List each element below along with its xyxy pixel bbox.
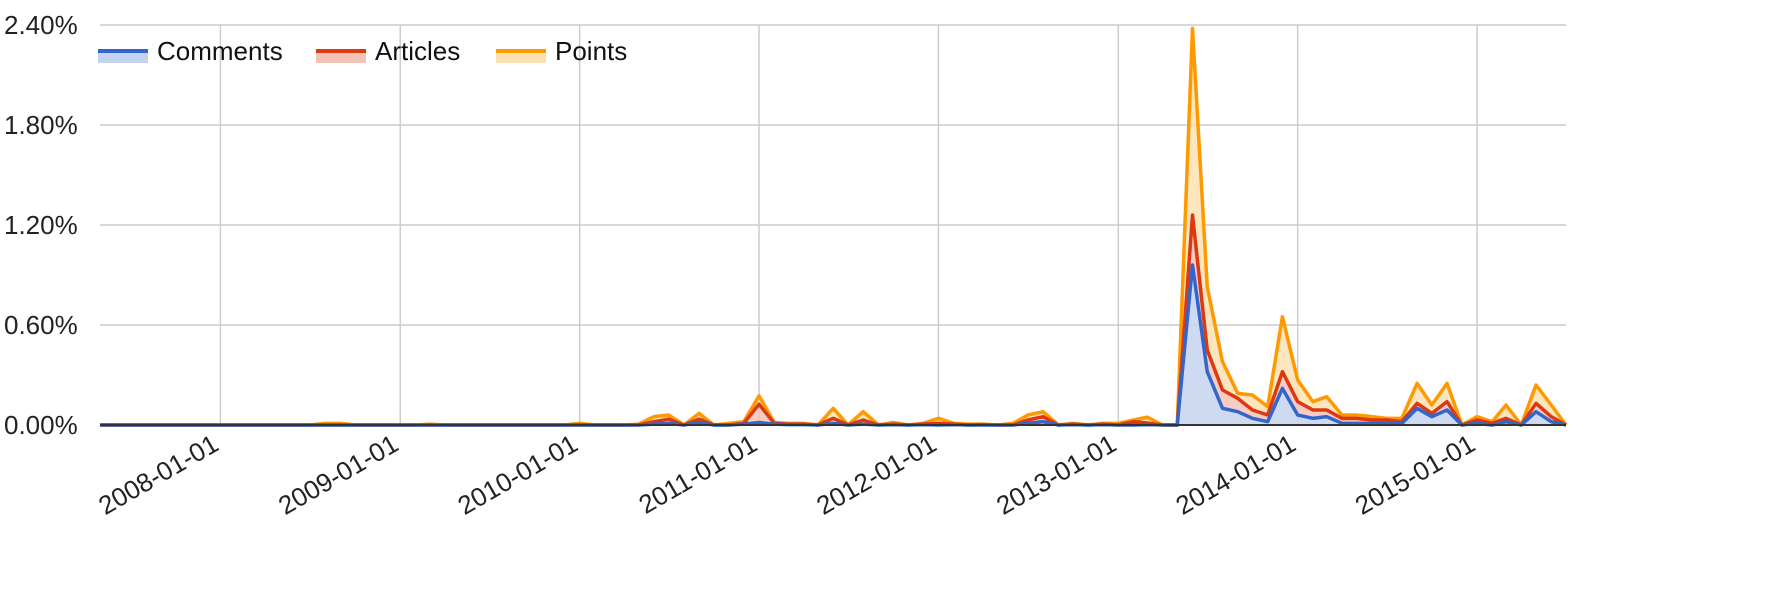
points-area bbox=[100, 28, 1566, 426]
legend-item-points[interactable]: Points bbox=[496, 36, 627, 66]
legend-label: Points bbox=[555, 36, 627, 66]
y-tick-label: 0.00% bbox=[4, 410, 78, 440]
articles-line bbox=[100, 213, 1567, 427]
x-tick-labels: 2008-01-01 2009-01-01 2010-01-01 2011-01-01… bbox=[93, 428, 1480, 520]
y-tick-label: 1.80% bbox=[4, 110, 78, 140]
x-tick-label: 2013-01-01 bbox=[991, 428, 1121, 520]
articles-area bbox=[100, 215, 1566, 425]
series-lines bbox=[100, 26, 1568, 427]
comments-area bbox=[100, 265, 1566, 425]
legend[interactable]: Comments Articles Points bbox=[98, 36, 627, 66]
area-swatch-red bbox=[316, 51, 366, 63]
x-tick-label: 2008-01-01 bbox=[93, 428, 223, 520]
area-swatch-orange bbox=[496, 51, 546, 63]
area-swatch-blue bbox=[98, 51, 148, 63]
y-tick-label: 0.60% bbox=[4, 310, 78, 340]
y-tick-labels: 0.00% 0.60% 1.20% 1.80% 2.40% bbox=[4, 10, 78, 440]
x-tick-label: 2015-01-01 bbox=[1350, 428, 1480, 520]
gridlines bbox=[100, 24, 1566, 426]
legend-label: Articles bbox=[375, 36, 460, 66]
x-tick-label: 2010-01-01 bbox=[452, 428, 582, 520]
y-tick-label: 1.20% bbox=[4, 210, 78, 240]
legend-label: Comments bbox=[157, 36, 283, 66]
legend-item-articles[interactable]: Articles bbox=[316, 36, 460, 66]
x-tick-label: 2011-01-01 bbox=[634, 428, 763, 520]
series-areas bbox=[100, 28, 1566, 426]
x-tick-label: 2012-01-01 bbox=[811, 428, 941, 520]
points-line bbox=[100, 26, 1568, 427]
x-tick-label: 2014-01-01 bbox=[1170, 428, 1300, 520]
x-tick-label: 2009-01-01 bbox=[273, 428, 403, 520]
y-tick-label: 2.40% bbox=[4, 10, 78, 40]
legend-item-comments[interactable]: Comments bbox=[98, 36, 283, 66]
comments-line bbox=[100, 263, 1567, 427]
